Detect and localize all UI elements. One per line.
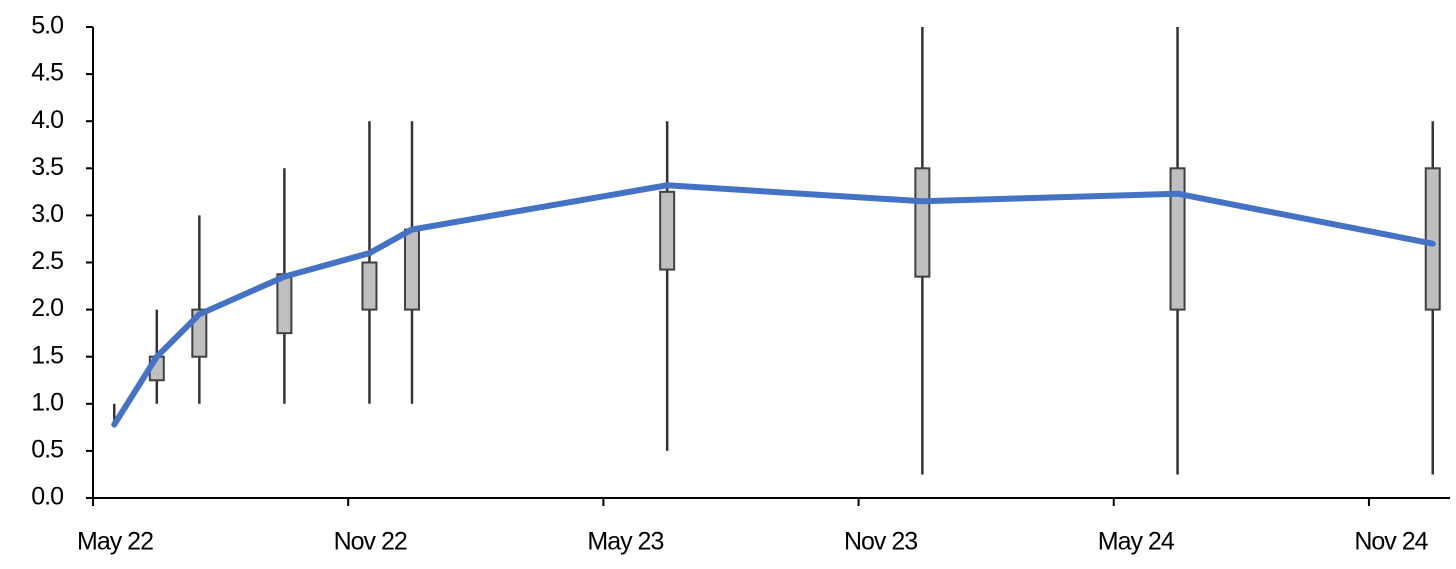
y-tick-label: 4.5 — [31, 59, 63, 87]
y-tick-label: 3.5 — [31, 153, 63, 181]
x-tick-label: May 24 — [1098, 528, 1175, 556]
box — [914, 167, 931, 278]
y-tick-label: 5.0 — [31, 12, 63, 40]
y-tick-label: 1.5 — [31, 341, 63, 369]
x-tick-label: Nov 22 — [334, 528, 407, 556]
y-tick-label: 3.0 — [31, 200, 63, 228]
box — [1169, 167, 1186, 311]
y-tick-label: 1.0 — [31, 388, 63, 416]
y-tick-label: 0.5 — [31, 436, 63, 464]
x-tick-label: May 22 — [77, 528, 153, 556]
line — [111, 182, 1436, 428]
box — [1424, 167, 1441, 311]
y-tick-label: 2.0 — [31, 294, 63, 322]
x-tick-label: May 23 — [587, 528, 663, 556]
y-tick-label: 0.0 — [31, 483, 63, 511]
box — [276, 273, 293, 335]
x-tick-label: Nov 23 — [844, 528, 917, 556]
box — [361, 261, 378, 311]
y-tick-label: 4.0 — [31, 106, 63, 134]
box — [659, 190, 676, 271]
x-tick-label: Nov 24 — [1354, 528, 1428, 556]
y-tick-label: 2.5 — [31, 247, 63, 275]
box — [403, 228, 420, 311]
